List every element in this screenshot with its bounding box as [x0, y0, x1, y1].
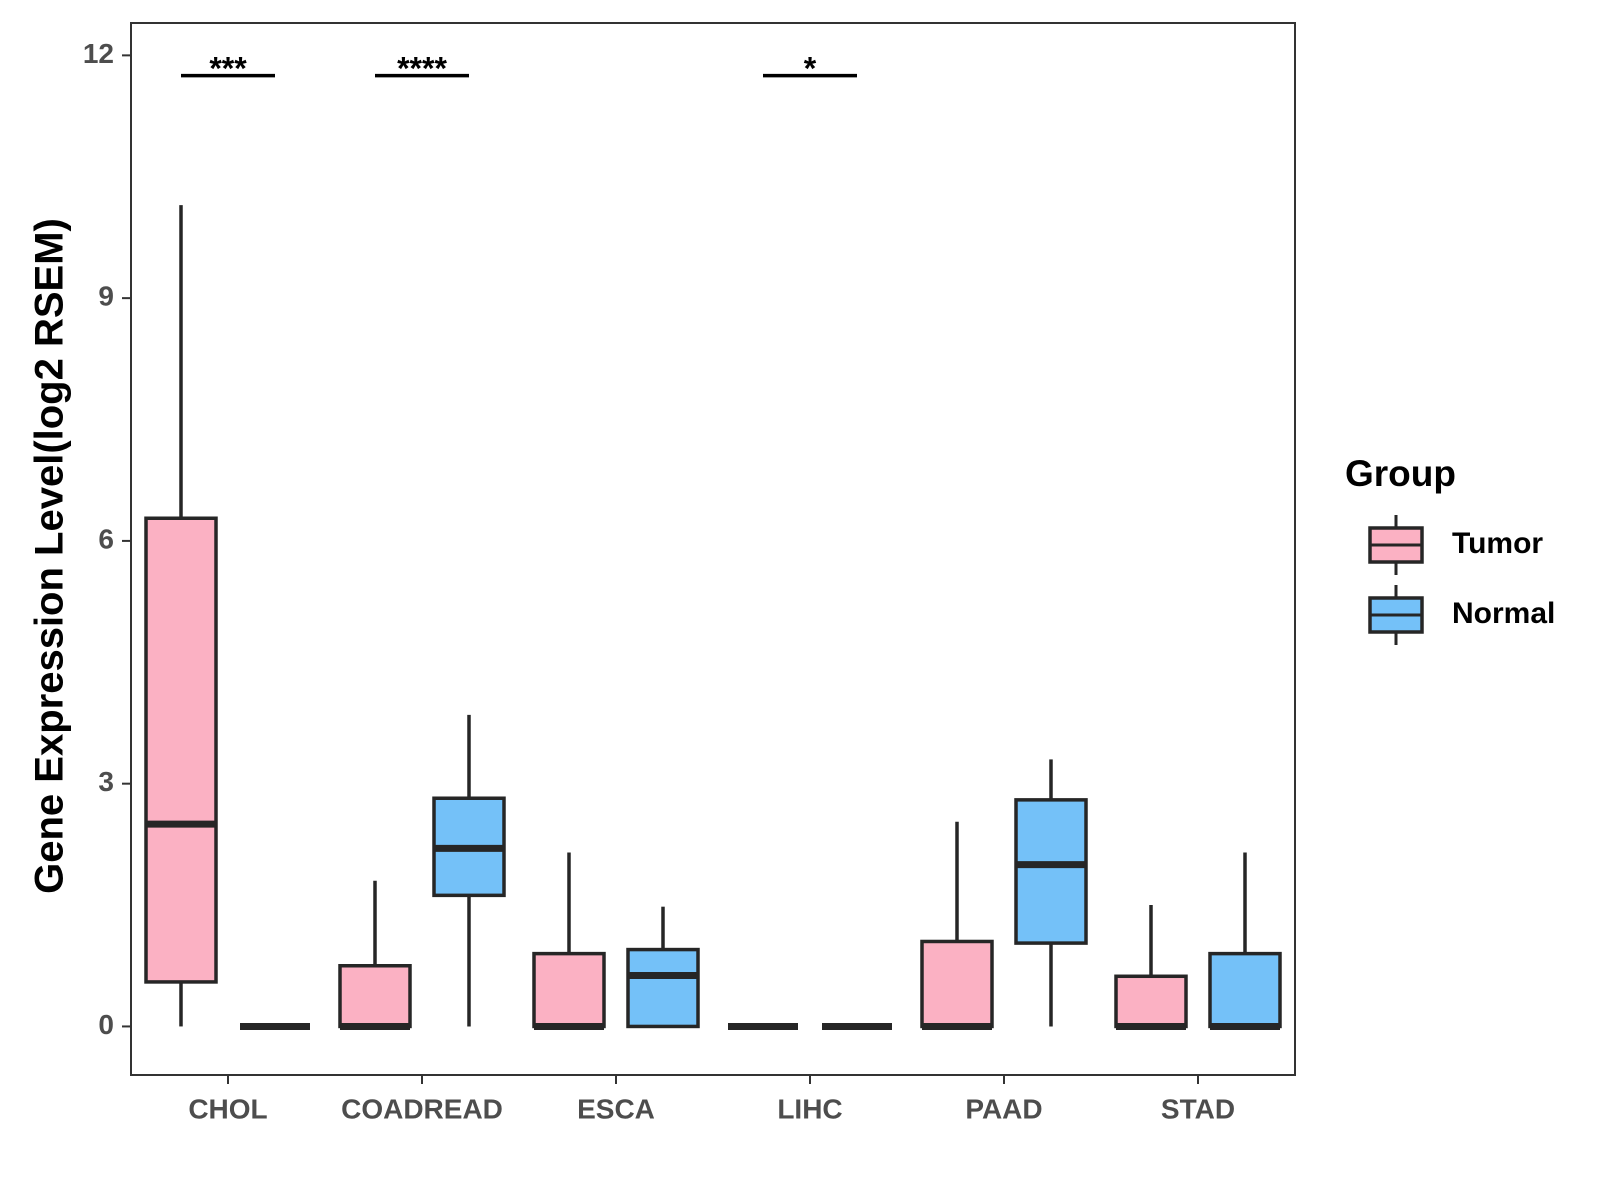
y-tick-label: 0	[98, 1009, 114, 1040]
significance-label: ****	[397, 51, 447, 87]
box-tumor-coadread	[338, 880, 412, 1030]
significance-label: *	[804, 51, 817, 87]
plot-panel-border	[130, 22, 1296, 1076]
box-body	[1208, 951, 1282, 1029]
box-normal-paad	[1014, 759, 1088, 1027]
legend-label-tumor: Tumor	[1452, 527, 1543, 560]
box-body	[532, 951, 606, 1029]
x-tick-label: LIHC	[777, 1093, 842, 1124]
x-tick-label: COADREAD	[341, 1093, 503, 1124]
box-normal-stad	[1208, 852, 1282, 1030]
box-tumor-paad	[920, 821, 994, 1030]
box-tumor-chol	[144, 205, 218, 1027]
y-tick-label: 6	[98, 523, 114, 554]
y-tick-label: 9	[98, 281, 114, 312]
significance-label: ***	[209, 51, 247, 87]
box-normal-esca	[626, 906, 700, 1029]
y-axis-title: Gene Expression Level(log2 RSEM)	[28, 218, 72, 894]
legend-key-normal	[1368, 585, 1424, 645]
x-tick-label: PAAD	[965, 1093, 1042, 1124]
legend-key-tumor	[1368, 515, 1424, 575]
x-tick-label: ESCA	[577, 1093, 655, 1124]
box-body	[1014, 798, 1088, 945]
legend-label-normal: Normal	[1452, 597, 1555, 630]
box-body	[920, 939, 994, 1029]
y-tick-label: 3	[98, 766, 114, 797]
box-body	[1114, 974, 1188, 1029]
box-body	[144, 516, 218, 984]
legend-title: Group	[1345, 453, 1456, 494]
box-normal-coadread	[432, 714, 506, 1027]
box-body	[626, 947, 700, 1029]
box-tumor-esca	[532, 852, 606, 1030]
x-tick-label: STAD	[1161, 1093, 1235, 1124]
y-tick-label: 12	[83, 38, 114, 69]
x-tick-label: CHOL	[188, 1093, 267, 1124]
box-body	[338, 964, 412, 1029]
box-tumor-stad	[1114, 905, 1188, 1030]
legend: Group Tumor Normal	[1345, 453, 1555, 645]
